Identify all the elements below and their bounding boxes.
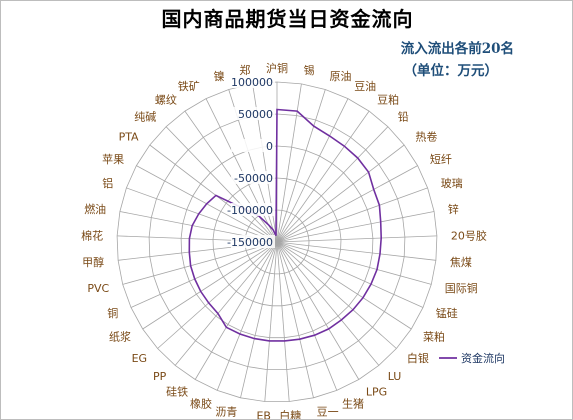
grid-spoke <box>276 98 349 243</box>
series-line <box>188 108 383 342</box>
grid-spoke <box>149 144 278 243</box>
category-label: 生猪 <box>342 396 364 410</box>
category-label: LPG <box>366 386 387 399</box>
tick-label-bg <box>231 107 275 120</box>
category-label: 纸浆 <box>109 330 131 344</box>
category-label: 苹果 <box>102 152 124 166</box>
grid-spoke <box>276 241 436 261</box>
grid-spoke <box>276 165 418 243</box>
grid-spoke <box>276 235 437 243</box>
tick-label: 100000 <box>231 76 273 89</box>
grid-spoke <box>276 110 370 243</box>
grid-ring <box>212 177 342 307</box>
category-label: 锌 <box>448 202 459 216</box>
category-label: 豆一 <box>317 405 339 418</box>
tick-label-bg <box>231 203 275 216</box>
category-label: PP <box>153 370 167 383</box>
category-label: 国际铜 <box>445 281 478 295</box>
category-label: 橡胶 <box>190 396 212 410</box>
grid-spoke <box>165 126 278 243</box>
grid-spoke <box>184 110 278 243</box>
grid-spoke <box>122 241 278 285</box>
grid-spoke <box>276 144 405 243</box>
tick-label: 50000 <box>238 108 273 121</box>
grid-spoke <box>276 83 302 243</box>
grid-ring <box>180 145 374 339</box>
category-label: 短纤 <box>430 152 452 166</box>
grid-spoke <box>276 241 314 398</box>
category-label: 铝 <box>102 176 113 190</box>
grid-spoke <box>142 241 278 330</box>
tick-label-bg <box>231 235 275 248</box>
category-label: 沥青 <box>215 405 237 418</box>
category-label: 20号胶 <box>451 228 487 242</box>
chart-title: 国内商品期货当日资金流向 <box>161 7 414 31</box>
category-label: 燃油 <box>84 202 106 216</box>
grid-spoke <box>205 98 278 243</box>
category-label: 豆油 <box>354 79 376 93</box>
annotation-line-2: （单位：万元） <box>403 63 499 79</box>
legend-label: 资金流向 <box>461 351 505 365</box>
category-label: EB <box>256 410 271 420</box>
category-label: 焦煤 <box>450 256 472 269</box>
category-label: PVC <box>87 282 109 295</box>
category-label: PTA <box>119 131 139 144</box>
grid-spoke <box>276 187 428 243</box>
category-label: 硅铁 <box>166 386 188 399</box>
category-label: 铅 <box>398 110 409 124</box>
tick-label-bg <box>231 75 275 88</box>
category-label: 棉花 <box>81 228 103 242</box>
category-label: LU <box>388 370 402 383</box>
grid-spoke <box>276 241 412 330</box>
grid-spoke <box>276 241 424 308</box>
grid-spoke <box>276 241 380 366</box>
grid-spoke <box>276 241 432 285</box>
grid-spoke <box>126 187 278 243</box>
category-label: 甲醇 <box>82 255 104 269</box>
category-label: EG <box>132 352 147 365</box>
grid-spoke <box>264 241 278 402</box>
category-label: 豆粕 <box>377 93 399 107</box>
grid-spoke <box>276 241 397 349</box>
grid-spoke <box>276 126 389 243</box>
grid-spoke <box>194 241 278 380</box>
tick-label: 0 <box>266 140 273 153</box>
grid-spoke <box>276 211 435 243</box>
grid-spoke <box>216 241 278 391</box>
grid-spoke <box>157 241 278 349</box>
grid-ring <box>148 113 406 371</box>
category-label: 镍 <box>214 69 225 83</box>
category-label: 锡 <box>304 63 315 77</box>
category-label: 热卷 <box>415 130 437 144</box>
category-label: 菜粕 <box>423 330 445 344</box>
tick-label-bg <box>231 139 275 152</box>
category-label: 白糖 <box>279 409 301 420</box>
category-label: 郑 <box>239 63 250 77</box>
category-label: 原油 <box>330 69 352 83</box>
tick-label: -150000 <box>227 236 273 249</box>
tick-label: -50000 <box>234 172 273 185</box>
grid-ring <box>244 209 310 275</box>
grid-spoke <box>276 241 360 380</box>
category-label: 白银 <box>407 351 429 365</box>
grid-spoke <box>276 241 338 391</box>
grid-ring <box>116 81 438 402</box>
grid-spoke <box>240 241 278 398</box>
category-label: 螺纹 <box>155 93 177 107</box>
grid-spoke <box>174 241 278 366</box>
tick-label-bg <box>231 171 275 184</box>
category-label: 锰硅 <box>436 306 458 320</box>
grid-spoke <box>276 89 326 243</box>
annotation-line-1: 流入流出各前20名 <box>400 41 514 57</box>
tick-label: -100000 <box>227 204 273 217</box>
category-label: 玻璃 <box>441 176 463 190</box>
category-label: 沪铜 <box>266 61 288 75</box>
category-label: 铜 <box>107 306 118 320</box>
category-label: 铁矿 <box>178 80 200 93</box>
grid-spoke <box>276 241 290 402</box>
grid-spoke <box>130 241 278 308</box>
category-label: 纯碱 <box>134 111 156 124</box>
